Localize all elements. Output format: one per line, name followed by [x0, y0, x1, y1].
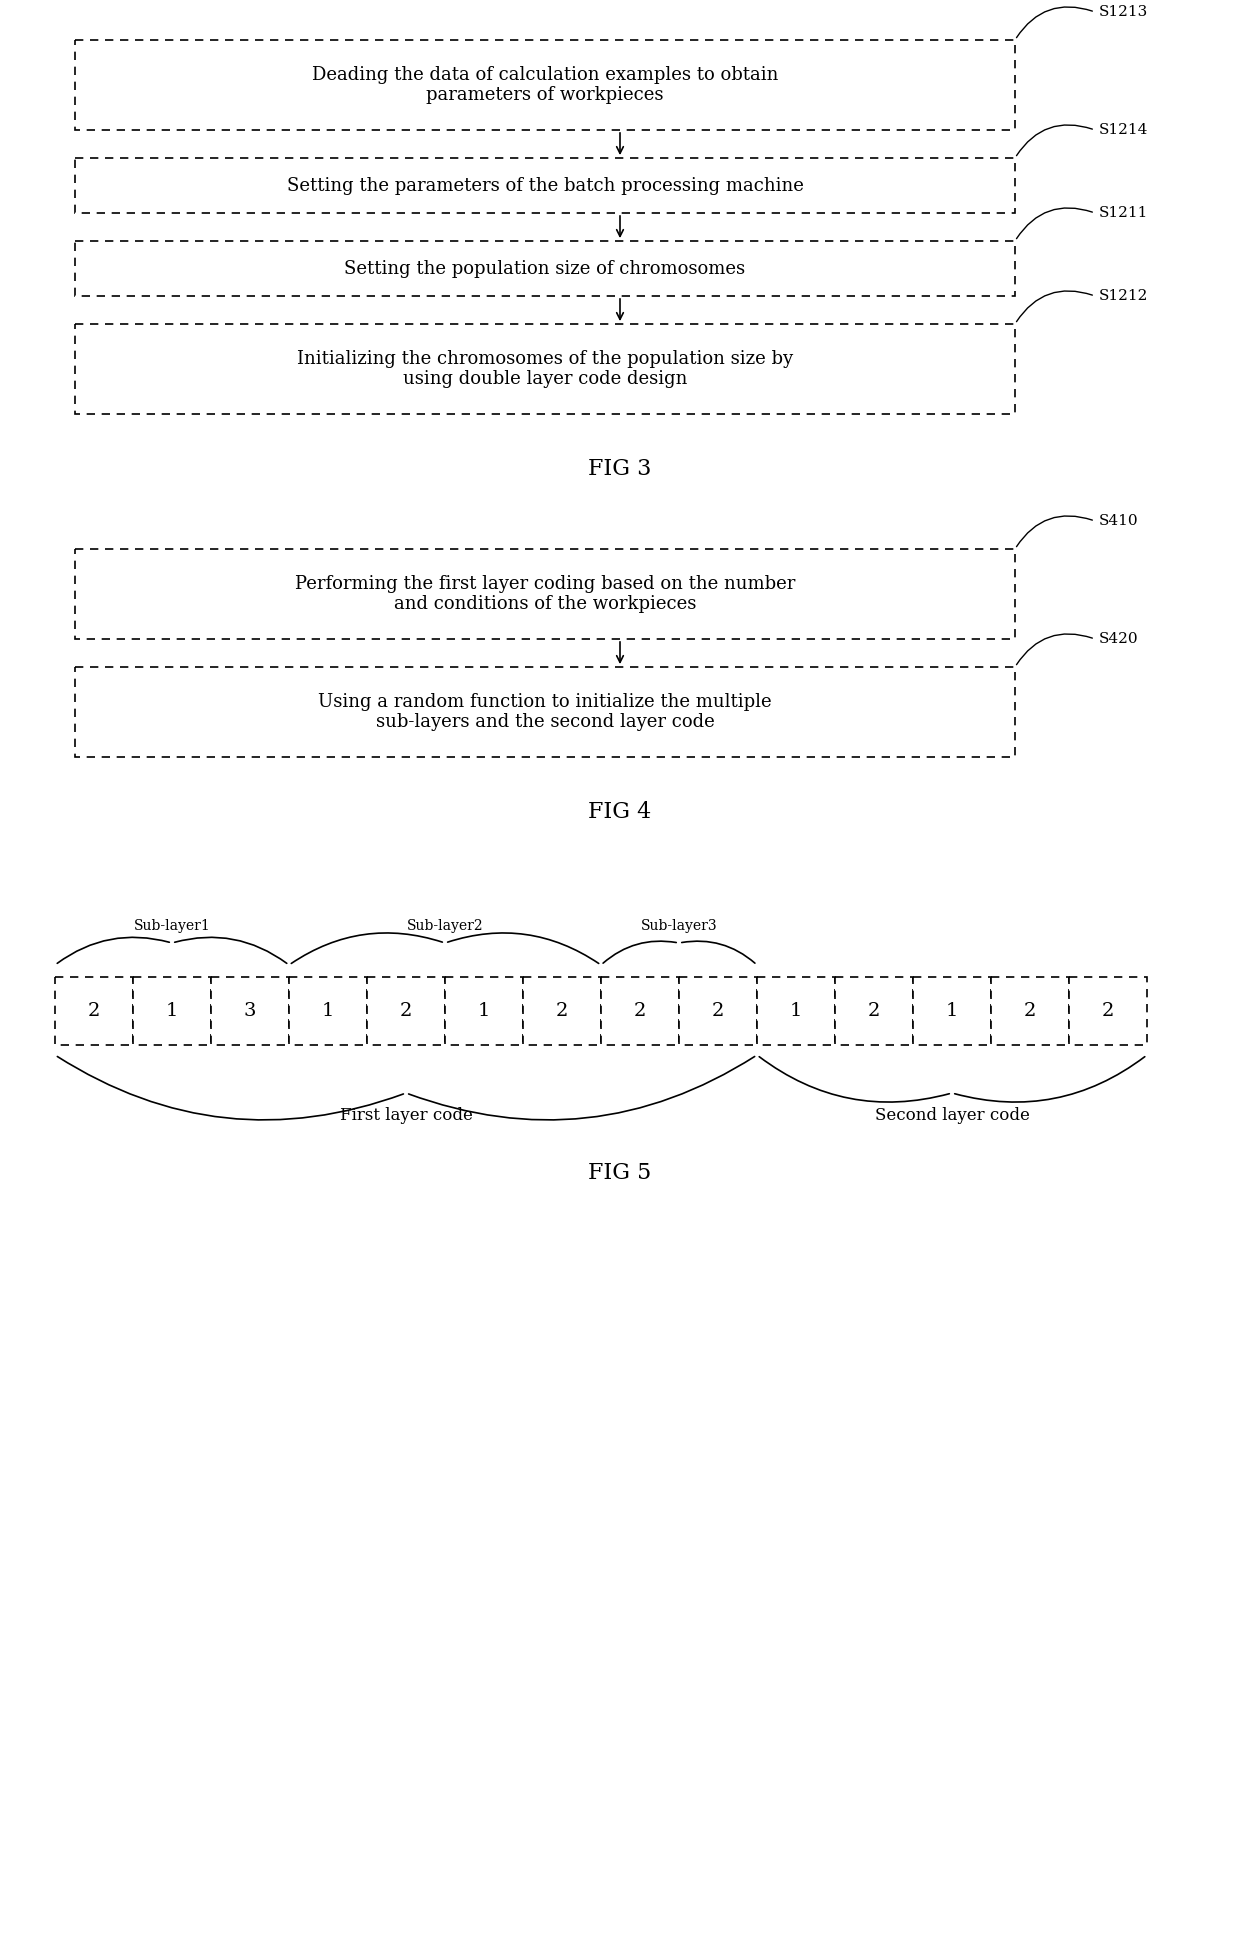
- Text: 2: 2: [556, 1003, 568, 1021]
- Text: 2: 2: [868, 1003, 880, 1021]
- Text: S1214: S1214: [1099, 123, 1148, 137]
- Text: 1: 1: [790, 1003, 802, 1021]
- FancyBboxPatch shape: [445, 978, 523, 1046]
- FancyBboxPatch shape: [74, 240, 1016, 295]
- Text: 2: 2: [712, 1003, 724, 1021]
- Text: 1: 1: [166, 1003, 179, 1021]
- FancyBboxPatch shape: [74, 158, 1016, 213]
- Text: Sub-layer2: Sub-layer2: [407, 919, 484, 933]
- FancyBboxPatch shape: [991, 978, 1069, 1046]
- Text: FIG 3: FIG 3: [588, 457, 652, 481]
- FancyBboxPatch shape: [1069, 978, 1147, 1046]
- FancyBboxPatch shape: [367, 978, 445, 1046]
- Text: 2: 2: [88, 1003, 100, 1021]
- FancyBboxPatch shape: [289, 978, 367, 1046]
- FancyBboxPatch shape: [74, 667, 1016, 757]
- Text: 1: 1: [477, 1003, 490, 1021]
- Text: Performing the first layer coding based on the number
and conditions of the work: Performing the first layer coding based …: [295, 575, 795, 614]
- FancyBboxPatch shape: [756, 978, 835, 1046]
- FancyBboxPatch shape: [74, 39, 1016, 129]
- Text: S1212: S1212: [1099, 289, 1148, 303]
- Text: 1: 1: [322, 1003, 335, 1021]
- Text: Using a random function to initialize the multiple
sub-layers and the second lay: Using a random function to initialize th…: [319, 692, 771, 731]
- Text: First layer code: First layer code: [340, 1107, 472, 1124]
- Text: Sub-layer1: Sub-layer1: [134, 919, 211, 933]
- Text: 2: 2: [1102, 1003, 1115, 1021]
- Text: 2: 2: [399, 1003, 412, 1021]
- Text: FIG 4: FIG 4: [588, 802, 652, 823]
- Text: S1211: S1211: [1099, 205, 1148, 221]
- FancyBboxPatch shape: [523, 978, 601, 1046]
- Text: Second layer code: Second layer code: [874, 1107, 1029, 1124]
- Text: 1: 1: [946, 1003, 959, 1021]
- FancyBboxPatch shape: [211, 978, 289, 1046]
- Text: Setting the population size of chromosomes: Setting the population size of chromosom…: [345, 260, 745, 278]
- Text: Deading the data of calculation examples to obtain
parameters of workpieces: Deading the data of calculation examples…: [311, 66, 779, 104]
- FancyBboxPatch shape: [74, 549, 1016, 639]
- Text: FIG 5: FIG 5: [588, 1161, 652, 1185]
- Text: 3: 3: [244, 1003, 257, 1021]
- FancyBboxPatch shape: [74, 325, 1016, 414]
- Text: S420: S420: [1099, 631, 1138, 645]
- Text: S1213: S1213: [1099, 6, 1148, 20]
- FancyBboxPatch shape: [133, 978, 211, 1046]
- Text: Initializing the chromosomes of the population size by
using double layer code d: Initializing the chromosomes of the popu…: [296, 350, 794, 389]
- Text: S410: S410: [1099, 514, 1138, 528]
- FancyBboxPatch shape: [55, 978, 133, 1046]
- FancyBboxPatch shape: [680, 978, 756, 1046]
- FancyBboxPatch shape: [913, 978, 991, 1046]
- Text: Setting the parameters of the batch processing machine: Setting the parameters of the batch proc…: [286, 176, 804, 194]
- Text: 2: 2: [1024, 1003, 1037, 1021]
- FancyBboxPatch shape: [601, 978, 680, 1046]
- FancyBboxPatch shape: [835, 978, 913, 1046]
- Text: 2: 2: [634, 1003, 646, 1021]
- Text: Sub-layer3: Sub-layer3: [641, 919, 717, 933]
